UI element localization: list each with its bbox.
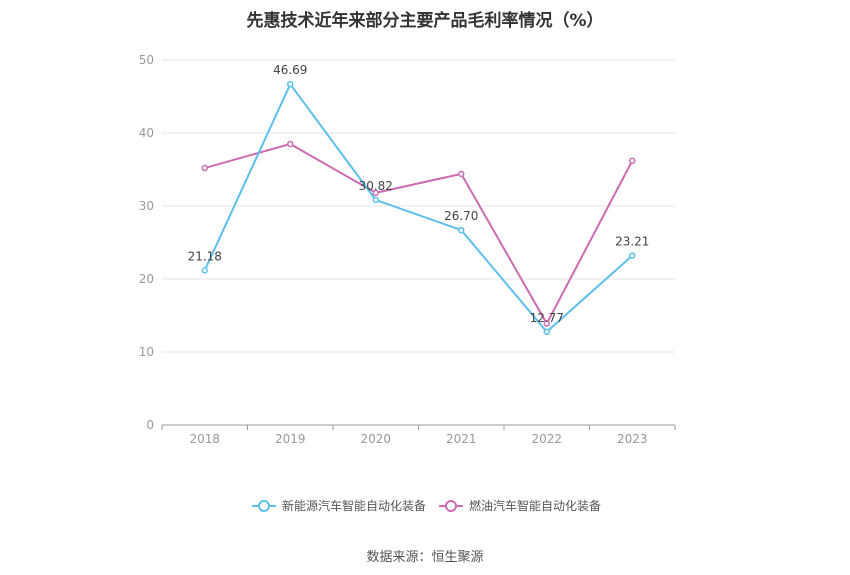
data-point <box>543 320 550 327</box>
series-line <box>204 142 634 326</box>
x-tick-label: 2018 <box>189 432 220 446</box>
data-label: 21.18 <box>188 249 222 263</box>
series-layer <box>201 80 636 336</box>
data-point <box>458 226 465 234</box>
data-point <box>629 157 636 164</box>
data-label: 30.82 <box>359 179 393 193</box>
gridlines <box>162 59 675 353</box>
data-point <box>629 252 636 259</box>
data-point <box>287 80 294 88</box>
legend-marker <box>445 500 457 512</box>
x-tick-label: 2022 <box>531 432 562 446</box>
data-label: 23.21 <box>615 235 649 249</box>
y-tick-label: 0 <box>146 418 154 432</box>
x-tick-label: 2021 <box>446 432 477 446</box>
data-point <box>458 170 465 178</box>
source-note: 数据来源：恒生聚源 <box>366 550 484 565</box>
x-tick-label: 2020 <box>360 432 391 446</box>
x-tick-label: 2019 <box>275 432 306 446</box>
data-label: 12.77 <box>530 311 564 325</box>
data-point <box>543 328 550 336</box>
data-point <box>201 164 208 172</box>
data-point <box>287 140 294 148</box>
data-point <box>201 267 208 274</box>
data-point <box>372 189 379 197</box>
legend-label: 燃油汽车智能自动化装备 <box>469 498 601 513</box>
y-tick-label: 10 <box>139 345 154 359</box>
legend: 新能源汽车智能自动化装备 燃油汽车智能自动化装备 <box>252 498 601 513</box>
legend-label: 新能源汽车智能自动化装备 <box>282 498 426 513</box>
axes: 0 10 20 30 40 50 2018 2019 2020 2021 2022 2023 <box>139 53 676 446</box>
legend-marker <box>258 500 270 512</box>
data-labels: 21.18 46.69 30.82 26.70 12.77 23.21 <box>188 63 650 325</box>
y-tick-label: 20 <box>139 272 154 286</box>
data-label: 46.69 <box>273 63 307 77</box>
chart-title: 先惠技术近年来部分主要产品毛利率情况（%） <box>246 11 604 31</box>
y-tick-label: 40 <box>139 126 154 140</box>
y-tick-label: 30 <box>139 199 154 213</box>
y-tick-label: 50 <box>139 53 154 67</box>
data-label: 26.70 <box>444 209 478 223</box>
data-point <box>372 196 379 204</box>
x-tick-label: 2023 <box>617 432 648 446</box>
series-line <box>203 82 633 334</box>
